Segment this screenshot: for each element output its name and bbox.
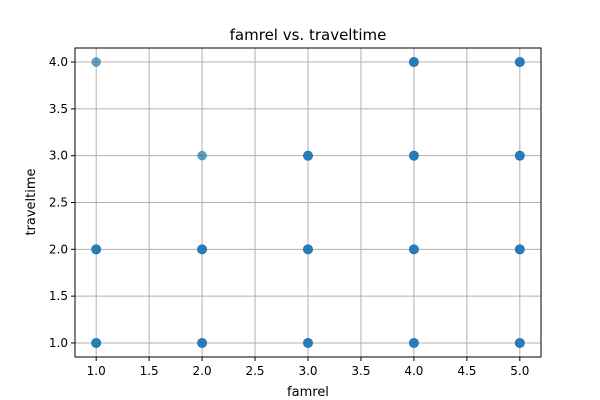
chart-title: famrel vs. traveltime [230, 26, 387, 44]
scatter-point [197, 337, 208, 348]
x-axis-ticks: 1.0 1.5 2.0 2.5 3.0 3.5 4.0 4.5 5.0 [87, 357, 529, 378]
y-tick-label: 2.0 [49, 242, 68, 256]
scatter-point [91, 244, 102, 255]
y-axis-label: traveltime [24, 168, 39, 235]
y-tick-label: 3.5 [49, 102, 68, 116]
scatter-point [303, 150, 313, 161]
scatter-point [303, 244, 313, 255]
x-tick-label: 1.0 [87, 364, 106, 378]
scatter-point [197, 150, 207, 161]
scatter-points [91, 57, 525, 348]
scatter-point [408, 150, 419, 161]
scatter-point [408, 57, 419, 68]
scatter-point [91, 337, 102, 348]
y-tick-label: 3.0 [49, 149, 68, 163]
scatter-point [197, 244, 208, 255]
scatter-point [408, 337, 419, 348]
y-tick-label: 2.5 [49, 196, 68, 210]
scatter-point [91, 57, 101, 67]
x-tick-label: 2.0 [193, 364, 212, 378]
scatter-point [514, 150, 525, 161]
x-tick-label: 1.5 [140, 364, 159, 378]
y-axis-ticks: 1.0 1.5 2.0 2.5 3.0 3.5 4.0 [49, 55, 75, 350]
x-axis-label: famrel [287, 385, 329, 400]
x-tick-label: 2.5 [245, 364, 264, 378]
x-tick-label: 4.5 [457, 364, 476, 378]
y-tick-label: 1.5 [49, 289, 68, 303]
x-tick-label: 4.0 [404, 364, 423, 378]
x-tick-label: 3.0 [298, 364, 317, 378]
scatter-point [514, 244, 525, 255]
y-tick-label: 4.0 [49, 55, 68, 69]
x-tick-label: 5.0 [510, 364, 529, 378]
y-tick-label: 1.0 [49, 336, 68, 350]
scatter-point [514, 57, 525, 68]
scatter-point [408, 244, 419, 255]
scatter-point [303, 337, 313, 348]
x-tick-label: 3.5 [351, 364, 370, 378]
scatter-point [514, 337, 525, 348]
